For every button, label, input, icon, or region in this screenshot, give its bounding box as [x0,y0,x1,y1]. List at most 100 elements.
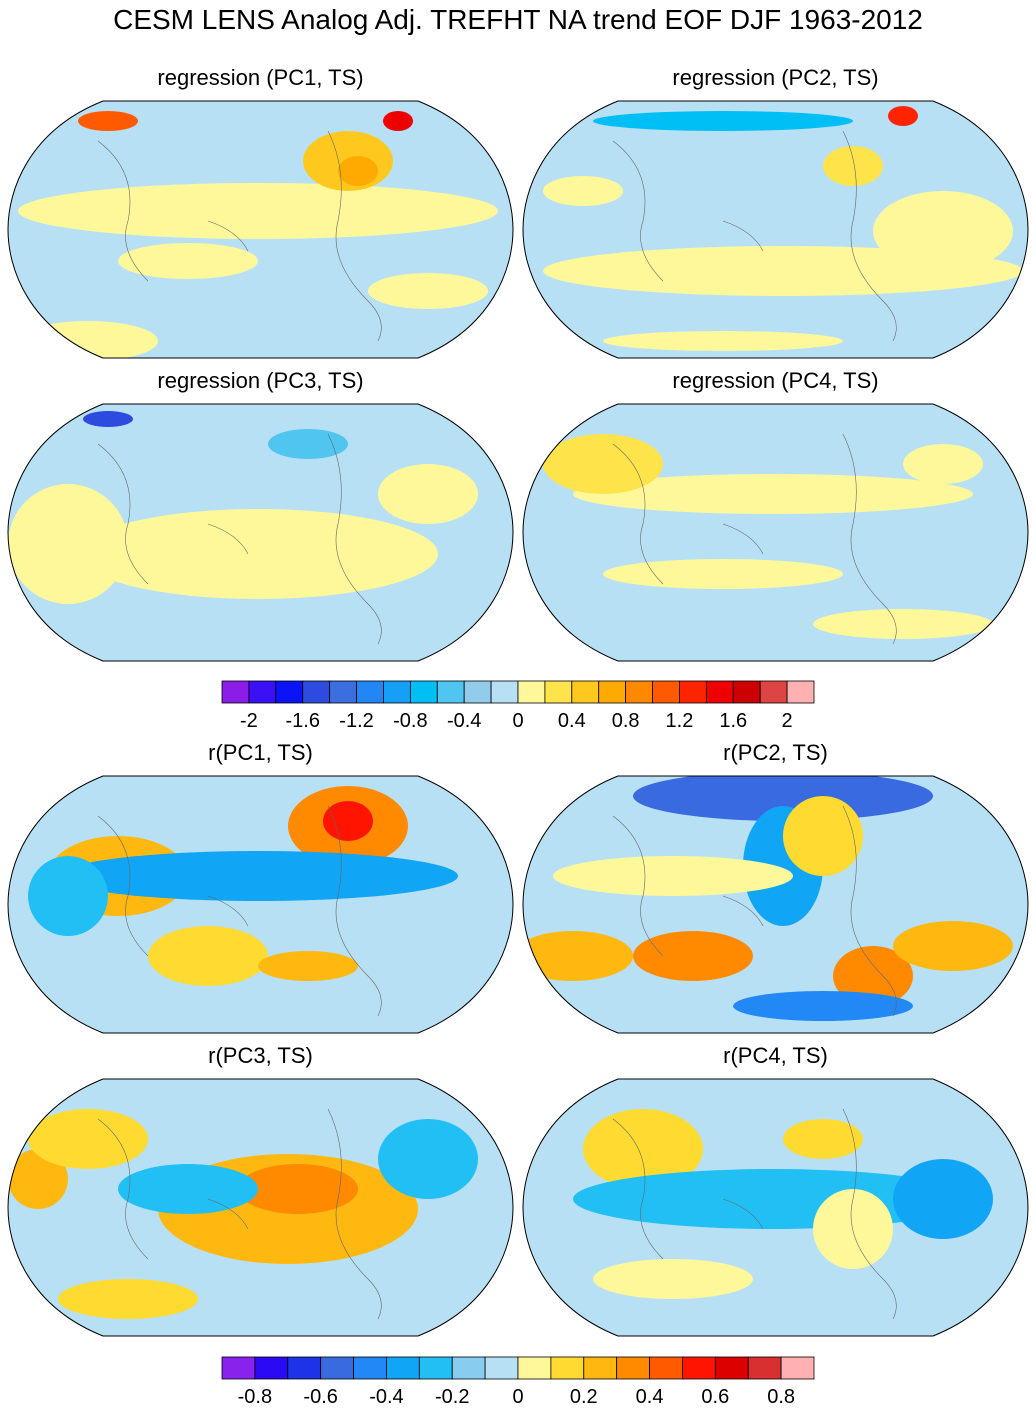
anomaly-region [783,1119,863,1159]
panel-title: regression (PC3, TS) [157,368,364,393]
map-panel [522,775,1029,1034]
colorbar-box [571,680,600,704]
anomaly-region [258,951,358,981]
coastline [97,805,382,1017]
colorbar-tick-label: -0.8 [393,710,427,732]
colorbar-box [356,680,384,704]
anomaly-region [633,931,753,981]
anomaly-region [873,191,1013,271]
anomaly-region [378,1119,478,1199]
colorbar-tick-label: 0.4 [558,710,586,732]
panel-title: r(PC4, TS) [723,1043,828,1068]
colorbar-tick-label: 1.6 [719,710,747,732]
anomaly-region [593,111,853,131]
map-outline [7,1078,514,1337]
coastline [97,130,382,342]
colorbar-box [383,680,411,704]
map-panel [7,1078,514,1337]
colorbar-box [320,1356,354,1380]
anomaly-region [543,434,663,494]
colorbar-tick-label: 0.8 [767,1386,795,1408]
colorbar-tick-label: 0.8 [612,710,640,732]
colorbar-box [780,1356,815,1380]
colorbar-tick-label: 0 [512,710,523,732]
anomaly-region [603,559,843,589]
anomaly-region [83,411,133,427]
anomaly-region [633,776,933,821]
colorbar-box [254,1356,289,1380]
colorbar-tick-label: -0.8 [238,1386,272,1408]
colorbar: -2 -1.6 -1.2 -0.8 -0.4 0 0.4 0.8 1.2 1.6 2 [221,680,815,732]
colorbar-box [221,1356,256,1380]
anomaly-region [813,609,993,639]
anomaly-region [368,273,488,309]
colorbar-tick-label: 1.2 [666,710,694,732]
map-background [523,101,1028,358]
colorbar-box [418,1356,453,1380]
anomaly-region [823,146,883,186]
anomaly-region [378,464,478,524]
anomaly-region [813,1189,893,1269]
anomaly-region [118,1164,258,1214]
colorbar-tick-label: -0.4 [369,1386,403,1408]
anomaly-region [118,243,258,279]
colorbar-box [221,680,250,704]
colorbar-box [544,680,573,704]
anomaly-region [903,444,983,484]
colorbar-box [732,680,761,704]
map-panel [522,100,1029,359]
colorbar-box [714,1356,749,1380]
panel-title: regression (PC2, TS) [672,65,879,90]
panel-title: r(PC3, TS) [208,1043,313,1068]
coastline [97,433,382,645]
anomaly-region [268,429,348,459]
panel-title: r(PC1, TS) [208,740,313,765]
colorbar-box [517,680,546,704]
anomaly-region [78,509,438,599]
map-panel [522,1078,1029,1337]
map-outline [522,775,1029,1034]
map-panel [522,403,1029,662]
colorbar-tick-label: -0.4 [447,710,481,732]
map-outline [522,1078,1029,1337]
panel-title: r(PC2, TS) [723,740,828,765]
colorbar-tick-label: 0 [512,1386,523,1408]
anomaly-region [573,474,973,514]
anomaly-region [58,851,458,901]
panel-title: regression (PC4, TS) [672,368,879,393]
coastline [612,433,897,645]
colorbar-box [652,680,680,704]
colorbar-tick-label: -1.6 [285,710,319,732]
colorbar-box [275,680,304,704]
anomaly-region [593,1259,753,1299]
anomaly-region [338,156,378,186]
colorbar-box [747,1356,782,1380]
anomaly-region [543,176,623,206]
colorbar-box [248,680,277,704]
map-panel [7,403,514,662]
map-outline [7,403,514,662]
colorbar-box [302,680,331,704]
anomaly-region [523,931,633,981]
colorbar: -0.8 -0.6 -0.4 -0.2 0 0.2 0.4 0.6 0.8 [221,1356,815,1408]
colorbar-tick-label: 2 [782,710,793,732]
colorbar-box [649,1356,683,1380]
anomaly-region [603,331,843,351]
colorbar-box [353,1356,387,1380]
anomaly-region [893,1159,993,1239]
map-panel [7,775,514,1034]
anomaly-region [148,926,268,986]
colorbar-box [625,680,653,704]
anomaly-region [833,946,913,1006]
anomaly-region [888,106,918,126]
map-panel [7,100,514,359]
anomaly-region [8,484,128,604]
colorbar-tick-label: -0.2 [435,1386,469,1408]
anomaly-region [238,1164,358,1214]
anomaly-region [58,1279,198,1319]
colorbar-box [679,680,707,704]
colorbar-tick-label: 0.4 [636,1386,664,1408]
map-outline [522,100,1029,359]
anomaly-region [553,856,793,896]
